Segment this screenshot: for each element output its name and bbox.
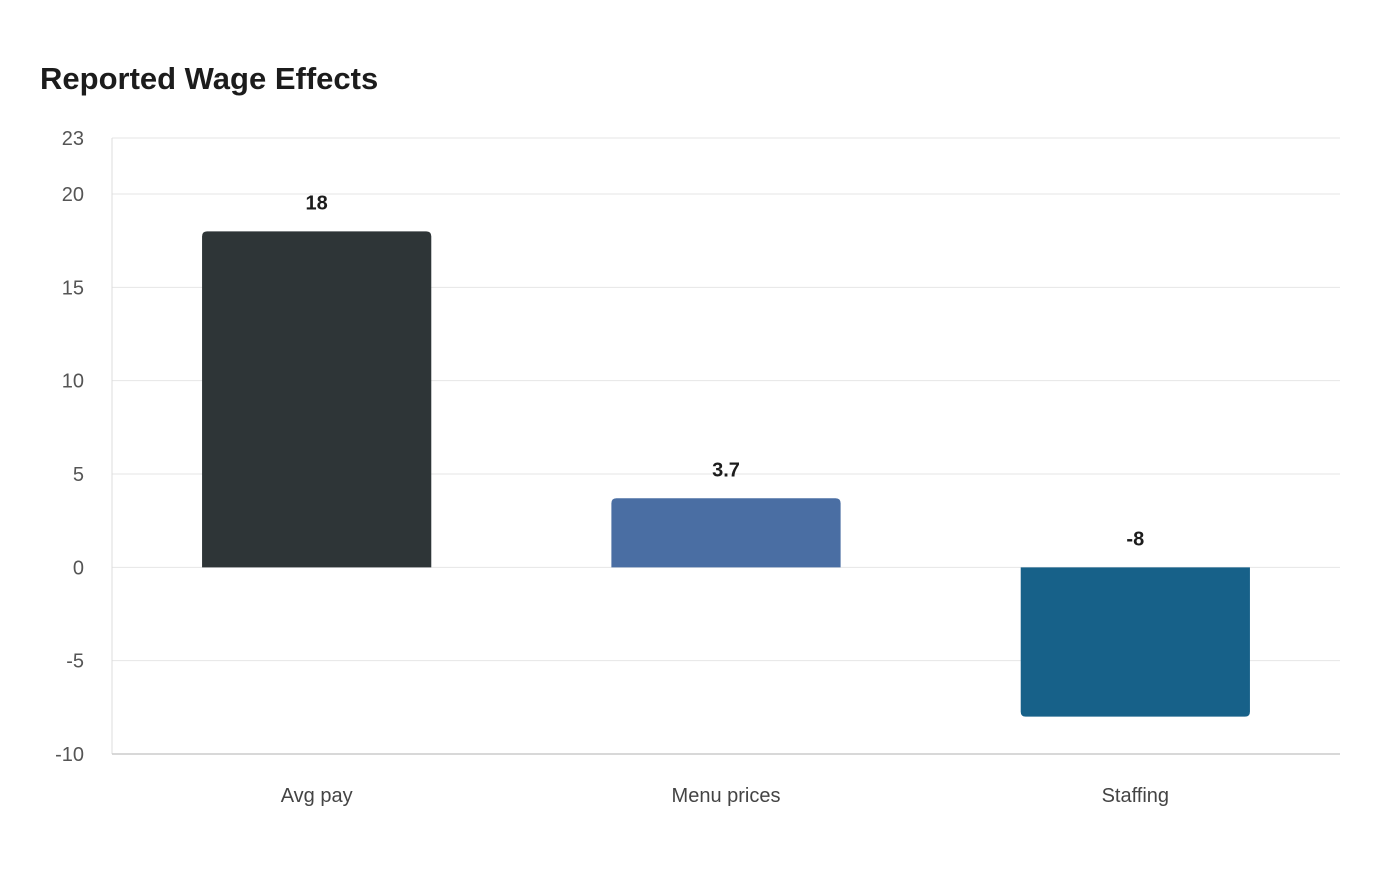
value-label: -8 [1126,528,1144,550]
bar-menu-prices [611,498,841,568]
y-tick-label: 10 [62,371,84,393]
bars [202,231,1250,717]
y-tick-label: 20 [62,184,84,206]
value-label: 18 [306,192,328,214]
value-label: 3.7 [712,459,740,481]
y-tick-label: -5 [66,651,84,673]
axes: -10 -5 0 5 10 15 20 23 [55,128,1340,766]
bar-staffing [1020,567,1250,717]
y-tick-label: 5 [73,464,84,486]
y-tick-label: 23 [62,128,84,150]
y-tick-label: 0 [73,557,84,579]
x-tick-label: Avg pay [281,785,353,807]
labels: 18 Avg pay 3.7 Menu prices -8 Staffing [281,192,1169,807]
x-tick-label: Menu prices [672,785,781,807]
y-tick-label: 15 [62,277,84,299]
bar-avg-pay [202,231,432,568]
y-tick-label: -10 [55,744,84,766]
x-tick-label: Staffing [1102,785,1169,807]
chart-title: Reported Wage Effects [40,61,379,96]
